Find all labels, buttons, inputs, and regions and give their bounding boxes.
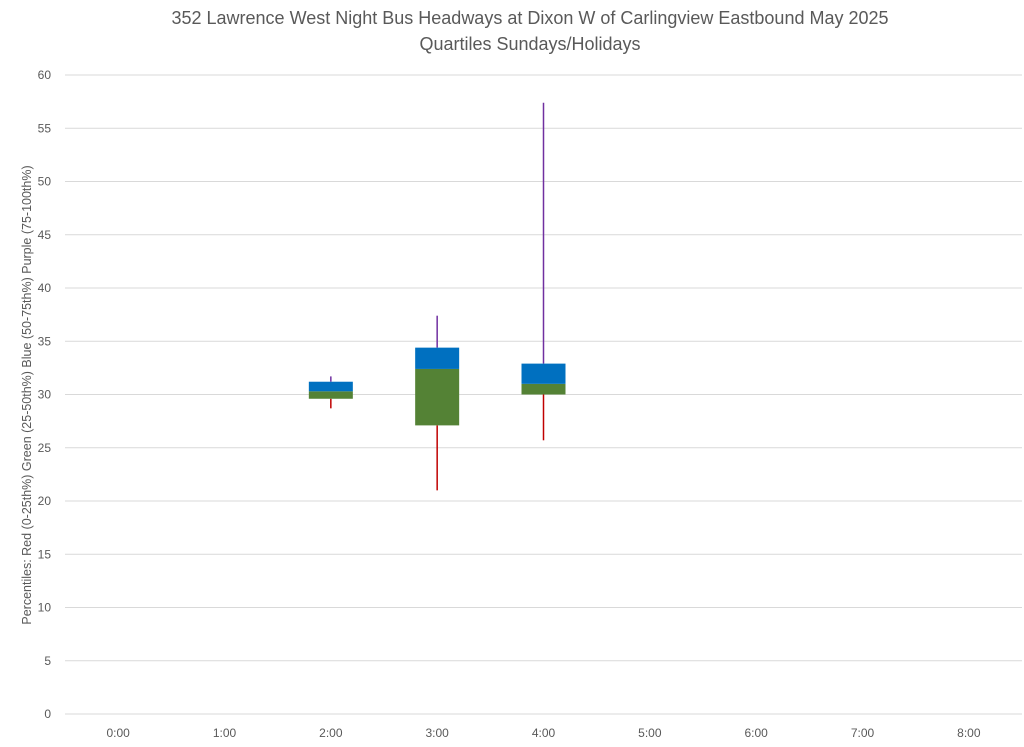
x-tick-label: 1:00 [213,726,237,740]
y-tick-label: 10 [38,601,52,615]
y-tick-label: 50 [38,175,52,189]
y-tick-label: 5 [44,654,51,668]
x-tick-label: 5:00 [638,726,662,740]
y-tick-label: 60 [38,68,52,82]
chart-title: 352 Lawrence West Night Bus Headways at … [171,8,888,28]
box-lower [415,368,460,426]
x-tick-label: 4:00 [532,726,556,740]
y-tick-label: 40 [38,281,52,295]
x-tick-label: 0:00 [106,726,130,740]
chart-subtitle: Quartiles Sundays/Holidays [419,34,640,54]
x-tick-label: 8:00 [957,726,981,740]
x-tick-label: 3:00 [425,726,449,740]
y-tick-label: 25 [38,441,52,455]
x-tick-label: 2:00 [319,726,343,740]
y-tick-label: 30 [38,388,52,402]
y-tick-label: 35 [38,334,52,348]
y-axis-label: Percentiles: Red (0-25th%) Green (25-50t… [20,165,34,624]
box-lower [521,383,566,395]
y-tick-label: 45 [38,228,52,242]
box-lower [308,391,353,399]
y-tick-label: 55 [38,121,52,135]
y-tick-label: 0 [44,707,51,721]
y-tick-label: 20 [38,494,52,508]
x-tick-label: 6:00 [744,726,768,740]
x-tick-label: 7:00 [851,726,875,740]
box-upper [308,381,353,392]
y-tick-label: 15 [38,547,52,561]
box-upper [521,363,566,384]
box-upper [415,347,460,369]
